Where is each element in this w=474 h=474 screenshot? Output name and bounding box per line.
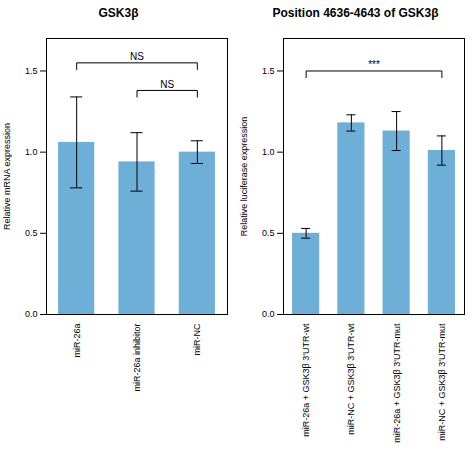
svg-text:Relative mRNA expression: Relative mRNA expression <box>2 123 12 230</box>
svg-text:miR-26a + GSK3β 3'UTR-mut: miR-26a + GSK3β 3'UTR-mut <box>392 323 402 443</box>
svg-text:0.0: 0.0 <box>262 309 275 319</box>
svg-text:miR-NC + GSK3β 3'UTR-mut: miR-NC + GSK3β 3'UTR-mut <box>437 323 447 441</box>
svg-text:0.5: 0.5 <box>262 228 275 238</box>
svg-text:***: *** <box>368 59 380 70</box>
svg-text:miR-26a: miR-26a <box>72 324 82 358</box>
svg-text:0.0: 0.0 <box>25 309 38 319</box>
svg-text:0.5: 0.5 <box>25 228 38 238</box>
svg-text:Relative luciferase expression: Relative luciferase expression <box>239 117 249 237</box>
svg-text:miR-NC: miR-NC <box>192 323 202 355</box>
svg-text:NS: NS <box>160 79 174 90</box>
html-text:Position 4636-4643 of GSK3β: Position 4636-4643 of GSK3β <box>272 6 439 20</box>
svg-text:1.5: 1.5 <box>25 66 38 76</box>
svg-text:NS: NS <box>130 51 144 62</box>
html-text:GSK3β: GSK3β <box>98 6 139 20</box>
svg-text:1.0: 1.0 <box>262 147 275 157</box>
svg-text:miR-NC + GSK3β 3'UTR-wt: miR-NC + GSK3β 3'UTR-wt <box>346 323 356 435</box>
svg-text:miR-26a inhibitor: miR-26a inhibitor <box>132 324 142 392</box>
svg-text:1.0: 1.0 <box>25 147 38 157</box>
svg-text:1.5: 1.5 <box>262 66 275 76</box>
svg-text:miR-26a + GSK3β 3'UTR-wt: miR-26a + GSK3β 3'UTR-wt <box>301 323 311 437</box>
